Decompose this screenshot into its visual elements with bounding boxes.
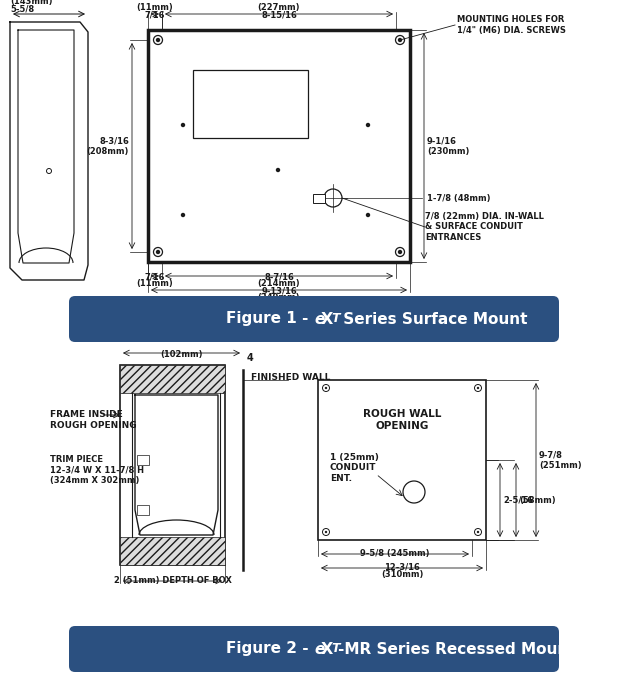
FancyBboxPatch shape (69, 626, 559, 672)
Text: 8-7/16: 8-7/16 (264, 272, 294, 281)
FancyBboxPatch shape (69, 296, 559, 342)
Bar (313, 194, 325, 203)
Circle shape (367, 123, 369, 127)
Text: 7/16: 7/16 (144, 272, 165, 281)
Text: (11mm): (11mm) (137, 279, 173, 288)
Text: Series Surface Mount: Series Surface Mount (338, 311, 528, 326)
Text: 2 (51mm) DEPTH OF BOX: 2 (51mm) DEPTH OF BOX (114, 576, 232, 585)
Bar (137, 455, 149, 465)
Circle shape (399, 39, 401, 41)
Text: 9-7/8
(251mm): 9-7/8 (251mm) (539, 450, 582, 470)
Bar (120, 537, 225, 565)
Text: X: X (321, 311, 333, 326)
Circle shape (156, 250, 160, 253)
Text: 1 (25mm)
CONDUIT
ENT.: 1 (25mm) CONDUIT ENT. (330, 453, 379, 483)
Circle shape (276, 169, 279, 171)
Text: 9-1/16
(230mm): 9-1/16 (230mm) (427, 136, 469, 156)
Text: (214mm): (214mm) (257, 279, 300, 288)
Circle shape (477, 387, 479, 389)
Text: FINISHED WALL: FINISHED WALL (251, 373, 330, 382)
Circle shape (156, 39, 160, 41)
Bar (318, 380, 486, 540)
Text: T: T (331, 642, 340, 655)
Text: TRIM PIECE
12-3/4 W X 11-7/8 H
(324mm X 302mm): TRIM PIECE 12-3/4 W X 11-7/8 H (324mm X … (50, 455, 144, 485)
Text: (227mm): (227mm) (257, 3, 300, 12)
Circle shape (399, 250, 401, 253)
Text: 12-3/16: 12-3/16 (384, 563, 420, 572)
Text: ROUGH WALL
OPENING: ROUGH WALL OPENING (363, 409, 441, 431)
Circle shape (325, 387, 327, 389)
Text: MOUNTING HOLES FOR
1/4" (M6) DIA. SCREWS: MOUNTING HOLES FOR 1/4" (M6) DIA. SCREWS (457, 16, 566, 35)
Text: (11mm): (11mm) (137, 3, 173, 12)
Text: e: e (314, 311, 325, 326)
Bar (120, 365, 225, 565)
Bar (120, 365, 225, 393)
Circle shape (367, 213, 369, 217)
Circle shape (325, 531, 327, 533)
Text: 4: 4 (247, 353, 254, 363)
Text: 8-15/16: 8-15/16 (261, 10, 297, 19)
Text: (310mm): (310mm) (381, 570, 423, 579)
Text: Figure 1 -: Figure 1 - (226, 311, 314, 326)
Text: e: e (314, 642, 325, 657)
Text: 5-5/8: 5-5/8 (10, 4, 34, 13)
Text: (143mm): (143mm) (10, 0, 53, 6)
Text: 7/8 (22mm) DIA. IN-WALL
& SURFACE CONDUIT
ENTRANCES: 7/8 (22mm) DIA. IN-WALL & SURFACE CONDUI… (425, 212, 544, 242)
Circle shape (477, 531, 479, 533)
Text: T: T (331, 313, 340, 326)
Text: 1-7/8 (48mm): 1-7/8 (48mm) (427, 194, 490, 202)
Text: FRAME INSIDE
ROUGH OPENING: FRAME INSIDE ROUGH OPENING (50, 410, 137, 430)
Text: (249mm): (249mm) (257, 293, 300, 302)
Text: 9-13/16: 9-13/16 (261, 286, 297, 295)
Text: 7/16: 7/16 (144, 10, 165, 19)
Text: Figure 2 -: Figure 2 - (226, 642, 314, 657)
Circle shape (181, 123, 185, 127)
Text: (102mm): (102mm) (160, 350, 203, 359)
Bar (148, 30, 410, 262)
Circle shape (181, 213, 185, 217)
Bar (137, 505, 149, 515)
Text: (58mm): (58mm) (519, 496, 556, 504)
Text: 2-5/16: 2-5/16 (503, 496, 533, 504)
Bar (193, 70, 308, 138)
Text: 8-3/16
(208mm): 8-3/16 (208mm) (87, 136, 129, 156)
Text: 9-5/8 (245mm): 9-5/8 (245mm) (360, 549, 430, 558)
Text: X: X (321, 642, 333, 657)
Text: -MR Series Recessed Mount: -MR Series Recessed Mount (338, 642, 576, 657)
